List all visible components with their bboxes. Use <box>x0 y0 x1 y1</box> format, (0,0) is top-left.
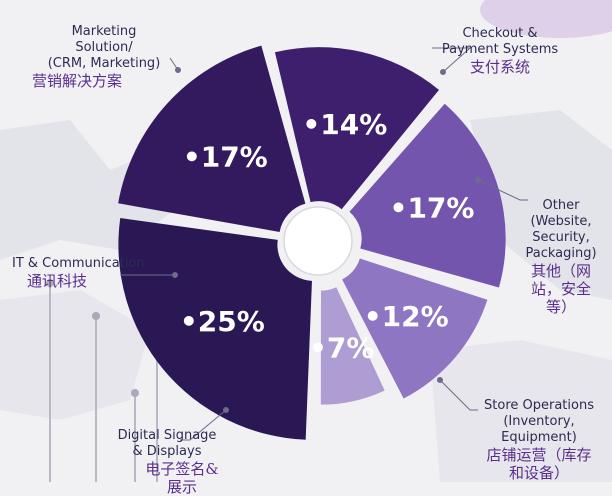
leader-line-other <box>477 179 528 201</box>
slice-label-store-operations-zh: 店铺运营（库存 和设备） <box>486 446 592 482</box>
leader-dot-checkout-payment <box>440 69 446 75</box>
slice-label-it-communication-en: IT & Communication <box>12 256 145 271</box>
leader-line-store-operations <box>439 379 478 411</box>
slice-checkout-payment <box>118 45 306 232</box>
value-label-marketing: •25% <box>180 305 265 338</box>
slice-label-other-en: Other (Website, Security, Packaging) <box>525 198 597 261</box>
slice-label-digital-signage: Digital Signage & Displays 电子签名&展示 <box>108 428 226 496</box>
slice-store-operations <box>349 103 506 288</box>
slice-label-checkout-payment: Checkout & Payment Systems 支付系统 <box>430 26 570 76</box>
leader-dot-store-operations <box>437 377 443 383</box>
leader-line-checkout-payment <box>432 47 472 73</box>
pie-chart: •17% •14% •17% •12%•7% •25% <box>118 45 528 441</box>
value-label-other: •14% <box>302 108 387 141</box>
value-label-digital-signage: •12% <box>364 300 449 333</box>
slice-label-store-operations-en: Store Operations (Inventory, Equipment) <box>484 398 594 445</box>
slice-label-marketing-en: Marketing Solution/ (CRM, Marketing) <box>47 24 161 71</box>
leader-dot-digital-signage <box>223 407 229 413</box>
leader-dot-other <box>475 177 481 183</box>
value-label-it-communication: •7% <box>309 332 374 365</box>
donut-hole <box>283 206 353 276</box>
slice-it-communication <box>320 287 385 405</box>
slice-label-checkout-payment-en: Checkout & Payment Systems <box>441 26 559 57</box>
slice-label-it-communication: IT & Communication 通讯科技 <box>12 256 172 290</box>
value-label-store-operations: •17% <box>390 191 475 224</box>
slice-label-other: Other (Website, Security, Packaging) 其他（… <box>515 198 607 316</box>
slice-label-digital-signage-zh: 电子签名&展示 <box>145 460 219 496</box>
slice-label-store-operations: Store Operations (Inventory, Equipment) … <box>470 398 608 482</box>
slice-label-other-zh: 其他（网 站，安全 等） <box>530 262 591 316</box>
slice-label-digital-signage-en: Digital Signage & Displays <box>117 428 217 459</box>
slice-label-it-communication-zh: 通讯科技 <box>27 272 88 290</box>
value-label-checkout-payment: •17% <box>183 141 268 174</box>
slice-digital-signage <box>342 258 488 399</box>
slice-label-marketing-zh: 营销解决方案 <box>32 72 123 90</box>
leader-dot-marketing <box>175 67 181 73</box>
leader-dot-it-communication <box>172 272 178 278</box>
slice-label-checkout-payment-zh: 支付系统 <box>469 58 530 76</box>
leader-line-digital-signage <box>180 409 227 441</box>
slice-marketing <box>118 218 312 440</box>
slice-label-marketing: Marketing Solution/ (CRM, Marketing) 营销解… <box>30 24 178 90</box>
slice-other <box>274 47 439 210</box>
